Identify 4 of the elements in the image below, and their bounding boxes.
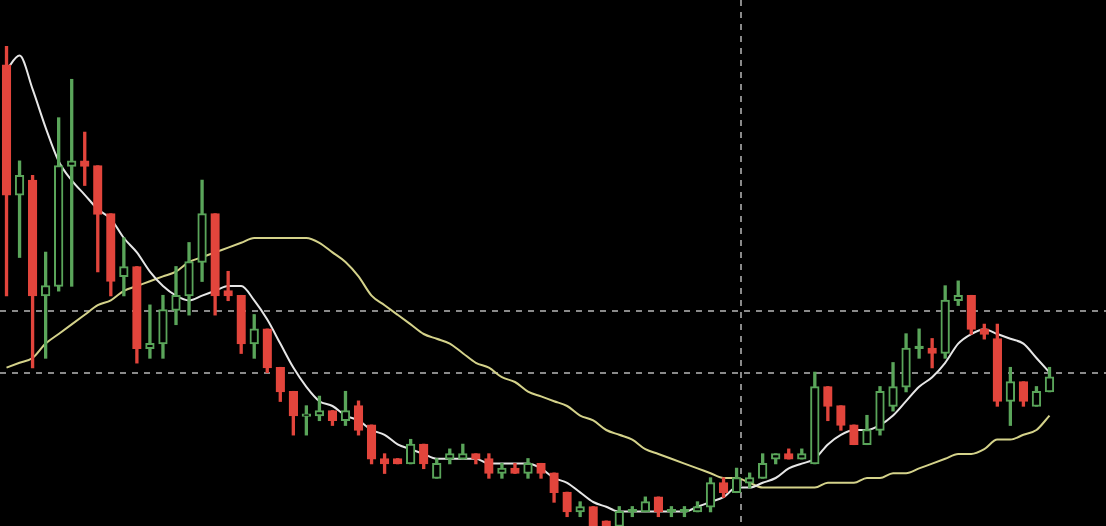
candlestick xyxy=(145,304,155,359)
candlestick xyxy=(223,270,233,302)
candlestick xyxy=(927,338,937,369)
candlestick xyxy=(119,237,129,297)
